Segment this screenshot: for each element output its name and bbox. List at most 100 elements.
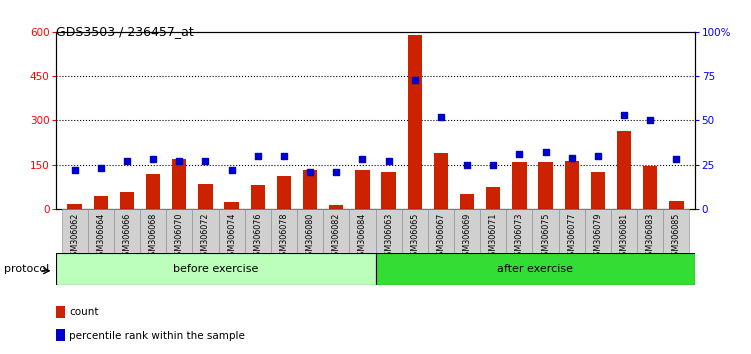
Text: GSM306071: GSM306071 <box>489 212 498 261</box>
Bar <box>271 209 297 253</box>
Text: GSM306064: GSM306064 <box>96 212 105 261</box>
Text: count: count <box>70 307 99 317</box>
Point <box>200 158 212 164</box>
Point <box>304 169 316 175</box>
Bar <box>225 202 239 209</box>
Bar <box>486 187 500 209</box>
Bar <box>434 153 448 209</box>
Point <box>225 167 237 173</box>
Point <box>566 155 578 160</box>
Bar <box>585 209 611 253</box>
Text: GSM306078: GSM306078 <box>279 212 288 261</box>
Bar <box>276 176 291 209</box>
Point <box>147 156 159 162</box>
Bar <box>565 161 579 209</box>
Point <box>278 153 290 159</box>
Text: GSM306063: GSM306063 <box>384 212 393 261</box>
Bar <box>114 209 140 253</box>
Bar <box>329 205 343 209</box>
Text: protocol: protocol <box>4 264 49 274</box>
Bar <box>637 209 663 253</box>
Bar <box>538 162 553 209</box>
Bar <box>402 209 428 253</box>
Text: GSM306084: GSM306084 <box>358 212 367 261</box>
Bar <box>480 209 506 253</box>
Bar <box>219 209 245 253</box>
Bar <box>454 209 480 253</box>
Bar <box>663 209 689 253</box>
Bar <box>376 253 695 285</box>
Bar <box>643 166 657 209</box>
Bar <box>460 194 475 209</box>
Bar <box>408 35 422 209</box>
Text: GSM306085: GSM306085 <box>672 212 681 261</box>
Point <box>382 158 394 164</box>
Bar <box>166 209 192 253</box>
Text: GSM306082: GSM306082 <box>332 212 341 261</box>
Text: GSM306070: GSM306070 <box>175 212 184 261</box>
Bar <box>192 209 219 253</box>
Text: before exercise: before exercise <box>173 264 258 274</box>
Bar <box>349 209 376 253</box>
Point <box>357 156 369 162</box>
Bar <box>94 196 108 209</box>
Point <box>121 158 133 164</box>
Point <box>435 114 447 120</box>
Bar <box>198 184 213 209</box>
Text: GSM306065: GSM306065 <box>410 212 419 261</box>
Point <box>173 158 185 164</box>
Bar <box>611 209 637 253</box>
Text: GSM306077: GSM306077 <box>567 212 576 261</box>
Point <box>461 162 473 167</box>
Point <box>487 162 499 167</box>
Bar <box>532 209 559 253</box>
Bar <box>245 209 271 253</box>
Bar <box>512 162 526 209</box>
Text: GSM306068: GSM306068 <box>149 212 158 261</box>
Bar <box>297 209 323 253</box>
Bar <box>62 209 88 253</box>
Point <box>409 77 421 82</box>
Text: GSM306081: GSM306081 <box>620 212 629 261</box>
Point <box>252 153 264 159</box>
Bar <box>428 209 454 253</box>
Bar <box>56 253 376 285</box>
Bar <box>88 209 114 253</box>
Bar <box>146 174 160 209</box>
Bar <box>303 170 317 209</box>
Bar <box>56 306 65 318</box>
Text: GSM306062: GSM306062 <box>70 212 79 261</box>
Text: GSM306074: GSM306074 <box>227 212 236 261</box>
Text: GSM306069: GSM306069 <box>463 212 472 261</box>
Point <box>592 153 604 159</box>
Point <box>539 149 551 155</box>
Bar <box>323 209 349 253</box>
Bar <box>559 209 585 253</box>
Point <box>618 112 630 118</box>
Bar <box>172 159 186 209</box>
Bar <box>140 209 166 253</box>
Text: GSM306076: GSM306076 <box>253 212 262 261</box>
Text: GDS3503 / 236457_at: GDS3503 / 236457_at <box>56 25 194 38</box>
Point <box>95 165 107 171</box>
Bar <box>119 192 134 209</box>
Text: GSM306075: GSM306075 <box>541 212 550 261</box>
Point <box>671 156 683 162</box>
Bar <box>669 201 683 209</box>
Point <box>68 167 80 173</box>
Text: GSM306066: GSM306066 <box>122 212 131 261</box>
Bar <box>376 209 402 253</box>
Bar <box>506 209 532 253</box>
Point <box>644 118 656 123</box>
Bar <box>56 329 65 341</box>
Bar <box>251 185 265 209</box>
Text: GSM306080: GSM306080 <box>306 212 315 261</box>
Bar <box>382 172 396 209</box>
Bar <box>68 204 82 209</box>
Point <box>514 151 526 157</box>
Text: GSM306083: GSM306083 <box>646 212 655 261</box>
Text: GSM306067: GSM306067 <box>436 212 445 261</box>
Text: GSM306072: GSM306072 <box>201 212 210 261</box>
Bar <box>355 170 369 209</box>
Text: GSM306073: GSM306073 <box>515 212 524 261</box>
